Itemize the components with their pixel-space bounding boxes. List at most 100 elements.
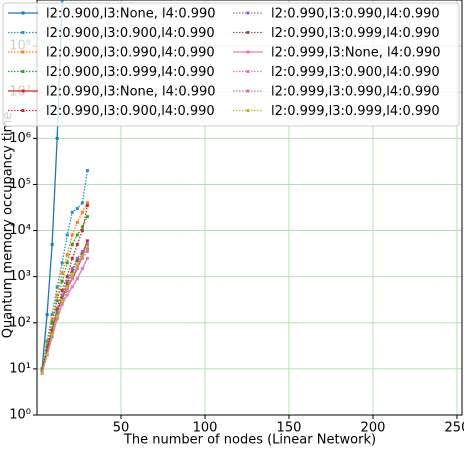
point (85, 201, 89, 205)
point (75, 277, 79, 281)
legend-marker (246, 11, 250, 15)
point (50, 331, 54, 335)
point (50, 333, 54, 337)
point (60, 261, 64, 265)
point (60, 302, 64, 306)
legend-label: l2:0.999,l3:0.900,l4:0.990 (271, 65, 440, 80)
point (80, 254, 84, 258)
legend-marker (21, 31, 25, 34)
point (70, 267, 74, 271)
y-tick-label: 10⁵ (9, 177, 31, 192)
point (75, 233, 79, 237)
legend-marker (21, 11, 25, 15)
y-tick-label: 10² (9, 315, 31, 330)
point (45, 353, 49, 357)
point (85, 169, 89, 173)
point (70, 285, 74, 289)
point (60, 296, 64, 300)
point (85, 250, 89, 254)
point (65, 289, 69, 293)
series-line (41, 202, 88, 370)
legend-marker (21, 70, 25, 73)
legend-label: l2:0.990,l3:None, l4:0.990 (46, 85, 216, 100)
point (65, 253, 69, 257)
series-line (41, 249, 88, 374)
legend-marker (21, 89, 25, 93)
point (85, 203, 89, 207)
point (50, 242, 54, 246)
series-line (41, 216, 88, 370)
point (85, 245, 89, 249)
legend-label: l2:0.999,l3:0.990,l4:0.990 (271, 85, 440, 100)
point (60, 289, 64, 293)
point (70, 256, 74, 260)
legend-label: l2:0.900,l3:None, l4:0.990 (46, 7, 216, 22)
point (70, 210, 74, 214)
point (70, 277, 74, 281)
legend-label: l2:0.990,l3:0.990,l4:0.990 (271, 7, 440, 22)
point (80, 250, 84, 254)
x-tick-label: 100 (193, 421, 218, 436)
point (80, 229, 84, 233)
x-tick-label: 250 (445, 421, 464, 436)
point (85, 242, 89, 246)
point (65, 293, 69, 297)
point (75, 207, 79, 211)
x-axis-label: The number of nodes (Linear Network) (123, 433, 376, 448)
point (60, 0, 64, 2)
point (75, 263, 79, 267)
point (60, 299, 64, 303)
point (65, 279, 69, 283)
legend-box (2, 2, 460, 127)
point (60, 279, 64, 283)
point (65, 233, 69, 237)
point (40, 371, 44, 375)
point (70, 269, 74, 273)
legend-marker (21, 109, 25, 112)
point (45, 342, 49, 346)
series-line (41, 251, 88, 374)
point (50, 317, 54, 321)
legend-label: l2:0.900,l3:0.900,l4:0.990 (46, 26, 215, 41)
point (80, 210, 84, 214)
point (80, 225, 84, 229)
point (65, 282, 69, 286)
series-line (41, 205, 89, 372)
y-tick-label: 10³ (9, 269, 31, 284)
x-tick-label: 50 (113, 421, 130, 436)
point (55, 317, 59, 321)
point (75, 265, 79, 269)
series-line (41, 240, 89, 372)
point (70, 242, 74, 246)
y-tick-label: 10⁶ (9, 131, 31, 146)
point (55, 293, 59, 297)
y-tick-label: 10⁰ (9, 408, 31, 423)
point (55, 285, 59, 289)
series-line (41, 258, 88, 374)
point (65, 275, 69, 279)
point (50, 328, 54, 332)
legend-label: l2:0.990,l3:0.999,l4:0.990 (271, 26, 440, 41)
legend-label: l2:0.999,l3:0.999,l4:0.990 (271, 104, 440, 119)
series-line (41, 244, 88, 372)
plot-frame (36, 0, 463, 416)
legend-marker (21, 50, 25, 54)
point (75, 259, 79, 263)
point (70, 233, 74, 237)
point (85, 256, 89, 260)
point (60, 293, 64, 297)
legend-marker (246, 89, 250, 93)
y-axis-label: Quantum memory occupancy time (1, 112, 16, 339)
y-tick-label: 10¹ (9, 361, 31, 376)
point (65, 285, 69, 289)
point (85, 239, 89, 243)
y-tick-label: 10⁴ (9, 223, 31, 238)
point (50, 321, 54, 325)
point (45, 313, 49, 317)
point (75, 256, 79, 260)
x-tick-label: 150 (277, 421, 302, 436)
point (55, 136, 59, 140)
legend: l2:0.900,l3:None, l4:0.990 l2:0.900,l3:0.… (2, 2, 460, 127)
point (55, 314, 59, 318)
